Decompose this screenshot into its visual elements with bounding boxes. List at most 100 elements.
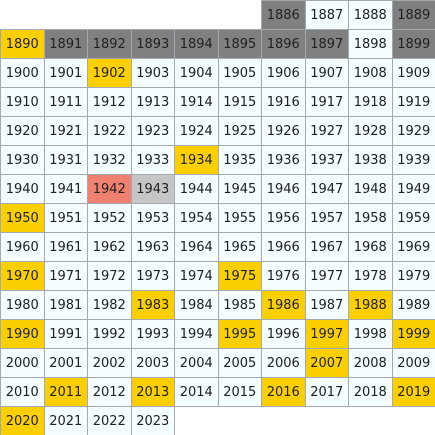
year-cell: 1924 <box>174 116 219 146</box>
year-cell: 1916 <box>261 87 306 117</box>
year-cell: 2014 <box>174 377 219 407</box>
year-cell: 2004 <box>174 348 219 378</box>
year-cell: 1996 <box>261 319 306 349</box>
year-cell: 1901 <box>43 58 88 88</box>
year-cell: 1928 <box>348 116 393 146</box>
year-cell: 1949 <box>391 174 435 204</box>
year-cell: 1899 <box>391 29 435 59</box>
year-cell: 1965 <box>217 232 262 262</box>
year-cell: 1961 <box>43 232 88 262</box>
year-cell: 1992 <box>87 319 132 349</box>
year-cell: 1921 <box>43 116 88 146</box>
year-cell: 2009 <box>391 348 435 378</box>
year-cell: 1936 <box>261 145 306 175</box>
year-cell: 1891 <box>43 29 88 59</box>
year-cell: 1966 <box>261 232 306 262</box>
year-cell: 1957 <box>304 203 349 233</box>
year-cell: 1946 <box>261 174 306 204</box>
year-cell: 1997 <box>304 319 349 349</box>
year-cell: 1956 <box>261 203 306 233</box>
year-cell: 1913 <box>130 87 175 117</box>
year-cell: 1987 <box>304 290 349 320</box>
year-cell: 1912 <box>87 87 132 117</box>
year-cell: 1986 <box>261 290 306 320</box>
year-cell: 2013 <box>130 377 175 407</box>
year-cell: 2002 <box>87 348 132 378</box>
year-cell: 1995 <box>217 319 262 349</box>
year-cell: 1902 <box>87 58 132 88</box>
year-cell: 1998 <box>348 319 393 349</box>
year-cell: 1926 <box>261 116 306 146</box>
year-cell: 1903 <box>130 58 175 88</box>
year-cell: 1982 <box>87 290 132 320</box>
year-cell: 1980 <box>0 290 45 320</box>
year-cell: 1984 <box>174 290 219 320</box>
year-cell: 1994 <box>174 319 219 349</box>
year-cell: 1892 <box>87 29 132 59</box>
year-cell: 1968 <box>348 232 393 262</box>
year-cell: 2005 <box>217 348 262 378</box>
year-cell: 1953 <box>130 203 175 233</box>
year-cell: 1907 <box>304 58 349 88</box>
year-cell: 1938 <box>348 145 393 175</box>
year-cell: 1919 <box>391 87 435 117</box>
year-cell: 1934 <box>174 145 219 175</box>
year-cell: 2021 <box>43 406 88 435</box>
year-cell: 1927 <box>304 116 349 146</box>
year-cell: 1975 <box>217 261 262 291</box>
year-cell: 2007 <box>304 348 349 378</box>
year-cell: 1920 <box>0 116 45 146</box>
year-cell: 2012 <box>87 377 132 407</box>
year-cell: 1918 <box>348 87 393 117</box>
year-cell: 1960 <box>0 232 45 262</box>
year-cell: 1915 <box>217 87 262 117</box>
year-cell: 1972 <box>87 261 132 291</box>
year-cell: 2018 <box>348 377 393 407</box>
year-cell: 1983 <box>130 290 175 320</box>
year-cell: 1955 <box>217 203 262 233</box>
year-cell: 1888 <box>348 0 393 30</box>
year-cell: 1900 <box>0 58 45 88</box>
year-cell: 1909 <box>391 58 435 88</box>
year-cell: 1991 <box>43 319 88 349</box>
year-cell: 1943 <box>130 174 175 204</box>
year-cell: 2017 <box>304 377 349 407</box>
year-cell: 1887 <box>304 0 349 30</box>
year-cell: 1904 <box>174 58 219 88</box>
year-cell: 2015 <box>217 377 262 407</box>
year-cell: 2011 <box>43 377 88 407</box>
year-cell: 2000 <box>0 348 45 378</box>
year-cell: 1937 <box>304 145 349 175</box>
year-cell: 1988 <box>348 290 393 320</box>
year-cell: 1962 <box>87 232 132 262</box>
year-cell: 1963 <box>130 232 175 262</box>
year-cell: 1898 <box>348 29 393 59</box>
year-cell: 1981 <box>43 290 88 320</box>
year-cell: 2001 <box>43 348 88 378</box>
year-cell: 1942 <box>87 174 132 204</box>
year-cell: 2008 <box>348 348 393 378</box>
year-cell: 1925 <box>217 116 262 146</box>
year-cell: 1889 <box>391 0 435 30</box>
year-cell: 1935 <box>217 145 262 175</box>
year-cell: 1977 <box>304 261 349 291</box>
year-cell: 1976 <box>261 261 306 291</box>
year-cell: 1908 <box>348 58 393 88</box>
year-cell: 2020 <box>0 406 45 435</box>
year-cell: 1911 <box>43 87 88 117</box>
year-cell: 1971 <box>43 261 88 291</box>
year-cell: 1890 <box>0 29 45 59</box>
year-cell: 2019 <box>391 377 435 407</box>
year-cell: 1948 <box>348 174 393 204</box>
year-cell: 1973 <box>130 261 175 291</box>
year-cell: 1922 <box>87 116 132 146</box>
year-cell: 1958 <box>348 203 393 233</box>
year-cell: 2016 <box>261 377 306 407</box>
year-cell: 1905 <box>217 58 262 88</box>
year-cell: 1894 <box>174 29 219 59</box>
year-cell: 1945 <box>217 174 262 204</box>
year-cell: 2003 <box>130 348 175 378</box>
year-cell: 1914 <box>174 87 219 117</box>
year-cell: 1964 <box>174 232 219 262</box>
